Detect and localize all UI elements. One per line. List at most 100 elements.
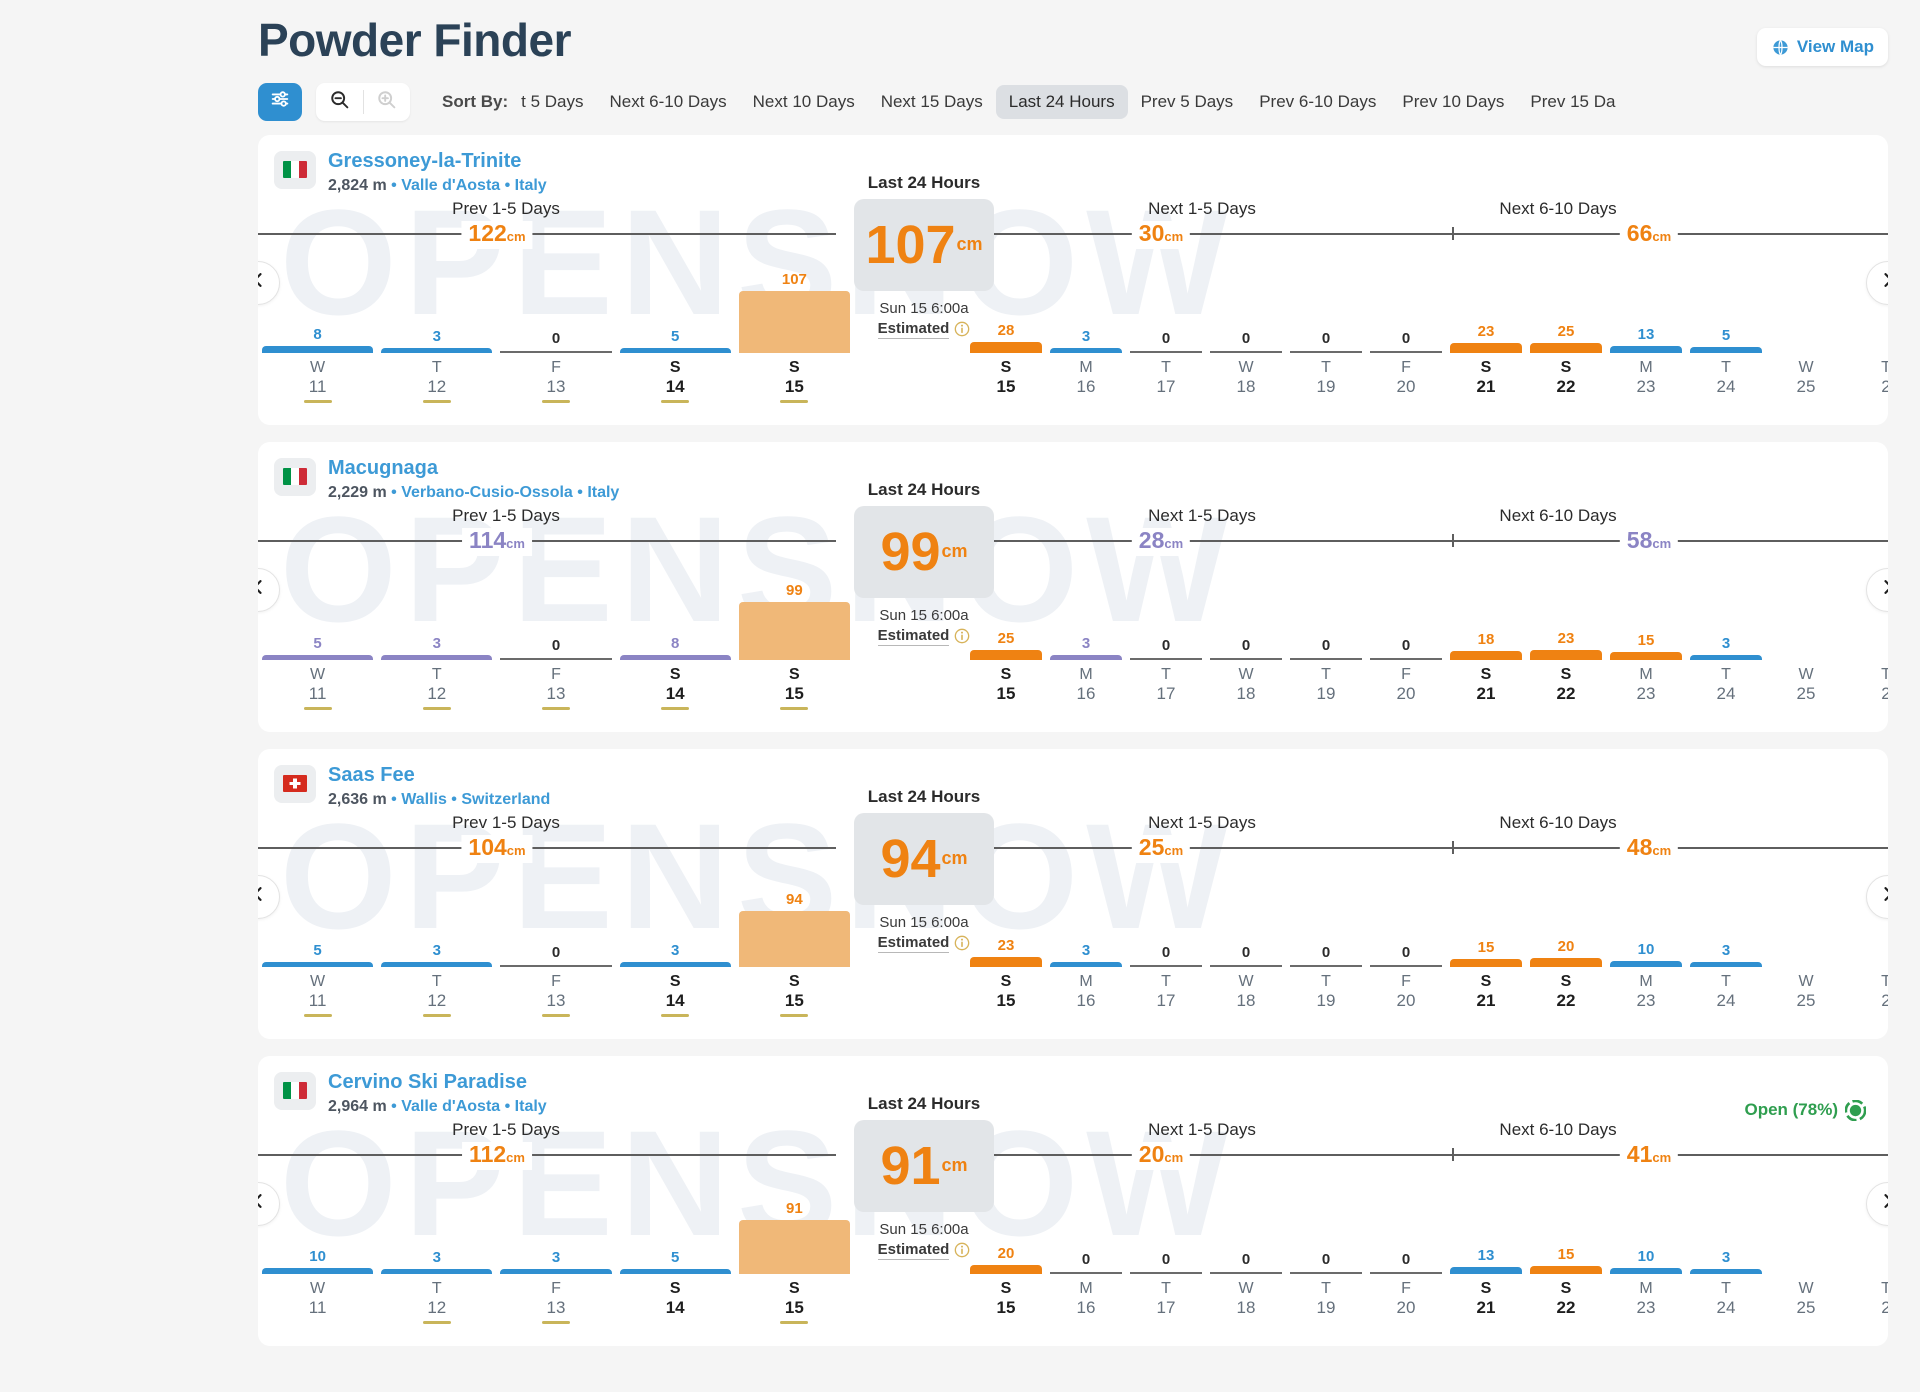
prev-day-column-4[interactable]: 94 S 15	[735, 879, 854, 1017]
future-day-column-2[interactable]: 0 T 17	[1126, 265, 1206, 397]
future-day-column-9[interactable]: 3 T 24	[1686, 879, 1766, 1011]
future-day-column-10[interactable]: W 25	[1766, 572, 1846, 704]
sort-tab-1[interactable]: Next 6-10 Days	[609, 91, 727, 111]
sort-tab-8[interactable]: Prev 15 Da	[1530, 91, 1616, 111]
prev-day-column-3[interactable]: 8 S 14	[616, 572, 735, 710]
future-day-column-7[interactable]: 23 S 22	[1526, 572, 1606, 704]
prev-day-column-2[interactable]: 3 F 13	[496, 1186, 615, 1324]
resort-region[interactable]: Valle d'Aosta	[401, 1097, 501, 1115]
estimated-label[interactable]: Estimated	[877, 1240, 950, 1260]
view-map-button[interactable]: View Map	[1756, 28, 1888, 66]
future-day-column-1[interactable]: 0 M 16	[1046, 1186, 1126, 1318]
filter-button[interactable]	[258, 82, 302, 121]
future-day-column-1[interactable]: 3 M 16	[1046, 572, 1126, 704]
future-day-column-4[interactable]: 0 T 19	[1286, 265, 1366, 397]
future-day-column-10[interactable]: W 25	[1766, 265, 1846, 397]
info-icon[interactable]	[954, 628, 970, 644]
resort-name[interactable]: Saas Fee	[328, 763, 415, 786]
prev-day-column-2[interactable]: 0 F 13	[496, 572, 615, 710]
future-day-column-2[interactable]: 0 T 17	[1126, 879, 1206, 1011]
prev-day-column-4[interactable]: 107 S 15	[735, 265, 854, 403]
prev-day-column-0[interactable]: 5 W 11	[258, 879, 377, 1017]
future-day-column-6[interactable]: 13 S 21	[1446, 1186, 1526, 1318]
prev-day-column-2[interactable]: 0 F 13	[496, 265, 615, 403]
zoom-out-button[interactable]	[316, 83, 363, 121]
prev-day-column-3[interactable]: 5 S 14	[616, 1186, 735, 1318]
future-day-column-5[interactable]: 0 F 20	[1366, 572, 1446, 704]
prev-day-column-1[interactable]: 3 T 12	[377, 879, 496, 1017]
future-day-column-6[interactable]: 15 S 21	[1446, 879, 1526, 1011]
prev-day-column-1[interactable]: 3 T 12	[377, 1186, 496, 1324]
future-day-column-8[interactable]: 10 M 23	[1606, 879, 1686, 1011]
info-icon[interactable]	[954, 935, 970, 951]
future-day-column-0[interactable]: 20 S 15	[966, 1186, 1046, 1318]
future-day-column-9[interactable]: 3 T 24	[1686, 572, 1766, 704]
resort-region[interactable]: Valle d'Aosta	[401, 176, 501, 194]
future-day-column-7[interactable]: 15 S 22	[1526, 1186, 1606, 1318]
resort-name[interactable]: Gressoney-la-Trinite	[328, 149, 522, 172]
future-day-column-2[interactable]: 0 T 17	[1126, 572, 1206, 704]
prev-day-column-0[interactable]: 10 W 11	[258, 1186, 377, 1318]
prev-day-column-1[interactable]: 3 T 12	[377, 265, 496, 403]
prev-day-column-2[interactable]: 0 F 13	[496, 879, 615, 1017]
resort-name[interactable]: Cervino Ski Paradise	[328, 1070, 527, 1093]
resort-region[interactable]: Wallis	[401, 790, 447, 808]
future-day-column-8[interactable]: 10 M 23	[1606, 1186, 1686, 1318]
prev-day-column-1[interactable]: 3 T 12	[377, 572, 496, 710]
future-day-column-0[interactable]: 23 S 15	[966, 879, 1046, 1011]
prev-day-column-3[interactable]: 5 S 14	[616, 265, 735, 403]
estimated-label[interactable]: Estimated	[877, 626, 950, 646]
prev-day-column-0[interactable]: 8 W 11	[258, 265, 377, 403]
future-day-column-5[interactable]: 0 F 20	[1366, 1186, 1446, 1318]
future-day-column-6[interactable]: 18 S 21	[1446, 572, 1526, 704]
future-day-column-3[interactable]: 0 W 18	[1206, 1186, 1286, 1318]
future-day-column-10[interactable]: W 25	[1766, 879, 1846, 1011]
sort-tab-2[interactable]: Next 10 Days	[752, 91, 855, 111]
future-day-column-4[interactable]: 0 T 19	[1286, 1186, 1366, 1318]
future-day-column-7[interactable]: 25 S 22	[1526, 265, 1606, 397]
sort-tab-4[interactable]: Last 24 Hours	[995, 84, 1128, 119]
future-day-column-9[interactable]: 5 T 24	[1686, 265, 1766, 397]
future-day-column-4[interactable]: 0 T 19	[1286, 572, 1366, 704]
resort-country[interactable]: Italy	[514, 1097, 547, 1115]
info-icon[interactable]	[954, 321, 970, 337]
sort-tab-6[interactable]: Prev 6-10 Days	[1259, 91, 1377, 111]
prev-day-column-3[interactable]: 3 S 14	[616, 879, 735, 1017]
future-day-column-2[interactable]: 0 T 17	[1126, 1186, 1206, 1318]
resort-name[interactable]: Macugnaga	[328, 456, 439, 479]
prev-day-column-4[interactable]: 99 S 15	[735, 572, 854, 710]
prev-day-column-4[interactable]: 91 S 15	[735, 1186, 854, 1324]
sort-tab-7[interactable]: Prev 10 Days	[1402, 91, 1505, 111]
resort-country[interactable]: Switzerland	[461, 790, 551, 808]
prev-day-column-0[interactable]: 5 W 11	[258, 572, 377, 710]
zoom-in-button[interactable]	[363, 83, 410, 121]
info-icon[interactable]	[954, 1242, 970, 1258]
future-day-column-6[interactable]: 23 S 21	[1446, 265, 1526, 397]
future-day-column-9[interactable]: 3 T 24	[1686, 1186, 1766, 1318]
future-day-column-5[interactable]: 0 F 20	[1366, 879, 1446, 1011]
future-day-column-3[interactable]: 0 W 18	[1206, 572, 1286, 704]
future-day-column-0[interactable]: 25 S 15	[966, 572, 1046, 704]
estimated-label[interactable]: Estimated	[877, 933, 950, 953]
sort-tab-3[interactable]: Next 15 Days	[880, 91, 983, 111]
future-day-column-3[interactable]: 0 W 18	[1206, 265, 1286, 397]
future-day-column-1[interactable]: 3 M 16	[1046, 879, 1126, 1011]
future-day-column-10[interactable]: W 25	[1766, 1186, 1846, 1318]
estimated-label[interactable]: Estimated	[877, 319, 950, 339]
future-day-column-0[interactable]: 28 S 15	[966, 265, 1046, 397]
future-day-column-8[interactable]: 15 M 23	[1606, 572, 1686, 704]
sort-tab-5[interactable]: Prev 5 Days	[1140, 91, 1234, 111]
future-day-column-7[interactable]: 20 S 22	[1526, 879, 1606, 1011]
future-day-column-3[interactable]: 0 W 18	[1206, 879, 1286, 1011]
resort-country[interactable]: Italy	[514, 176, 547, 194]
resort-country[interactable]: Italy	[587, 483, 620, 501]
resort-region[interactable]: Verbano-Cusio-Ossola	[401, 483, 573, 501]
sort-tab-0[interactable]: t 5 Days	[521, 91, 584, 111]
future-day-column-5[interactable]: 0 F 20	[1366, 265, 1446, 397]
future-day-column-4[interactable]: 0 T 19	[1286, 879, 1366, 1011]
future-day-column-1[interactable]: 3 M 16	[1046, 265, 1126, 397]
